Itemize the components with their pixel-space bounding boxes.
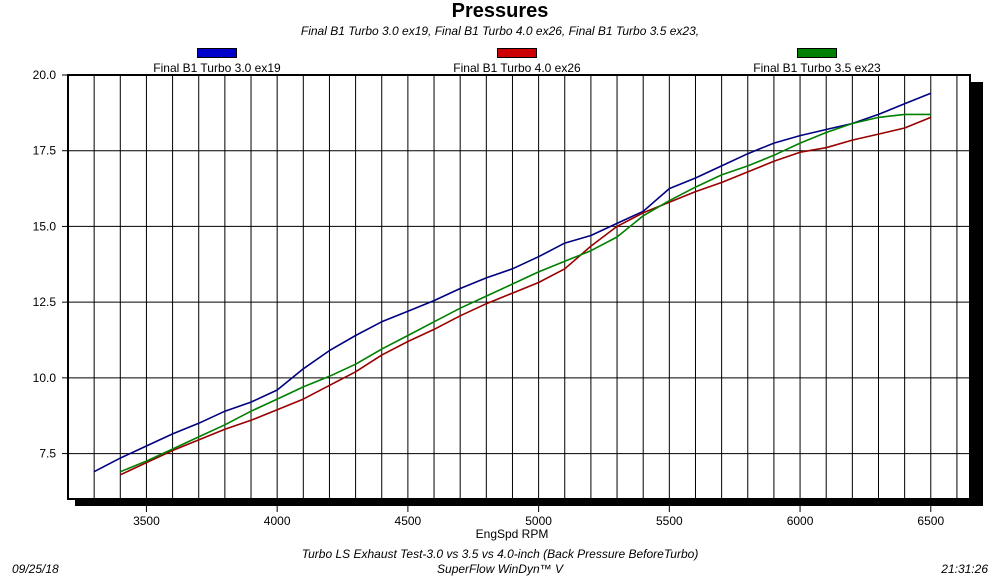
legend-swatch-series-3 [797,48,837,58]
y-axis-ticks: 7.5 10.0 12.5 15.0 17.5 20.0 [33,68,68,461]
y-tick-label: 12.5 [33,295,57,309]
x-axis-ticks: 3500 4000 4500 5000 5500 6000 6500 [133,506,944,528]
grid [67,75,970,499]
series-line-2 [119,116,932,476]
legend-swatch-series-2 [497,48,537,58]
series-line-1 [93,92,932,473]
x-tick-label: 5500 [656,514,683,528]
x-tick-label: 6000 [787,514,814,528]
footer-time: 21:31:26 [941,562,988,576]
x-tick-label: 3500 [133,514,160,528]
legend-item-series-1: Final B1 Turbo 3.0 ex19 [67,48,367,75]
series-lines [93,92,932,476]
legend-item-series-3: Final B1 Turbo 3.5 ex23 [667,48,967,75]
x-tick-label: 5000 [525,514,552,528]
x-tick-label: 4500 [395,514,422,528]
y-tick-label: 10.0 [33,371,57,385]
y-tick-label: 17.5 [33,144,57,158]
legend-label-series-2: Final B1 Turbo 4.0 ex26 [453,61,581,75]
legend-label-series-3: Final B1 Turbo 3.5 ex23 [753,61,881,75]
series-line-3 [119,113,931,473]
chart-title: Pressures [451,0,549,22]
footer-software: SuperFlow WinDyn™ V [437,562,563,576]
x-tick-label: 4000 [264,514,291,528]
legend-item-series-2: Final B1 Turbo 4.0 ex26 [367,48,667,75]
footer-description: Turbo LS Exhaust Test-3.0 vs 3.5 vs 4.0-… [301,547,699,561]
footer-date: 09/25/18 [12,562,59,576]
x-axis-label: EngSpd RPM [476,527,549,541]
y-tick-label: 20.0 [33,68,57,82]
y-tick-label: 7.5 [39,447,56,461]
legend-swatch-series-1 [197,48,237,58]
chart-subtitle: Final B1 Turbo 3.0 ex19, Final B1 Turbo … [300,24,700,38]
x-tick-label: 6500 [917,514,944,528]
y-tick-label: 15.0 [33,219,57,233]
legend-label-series-1: Final B1 Turbo 3.0 ex19 [153,61,281,75]
